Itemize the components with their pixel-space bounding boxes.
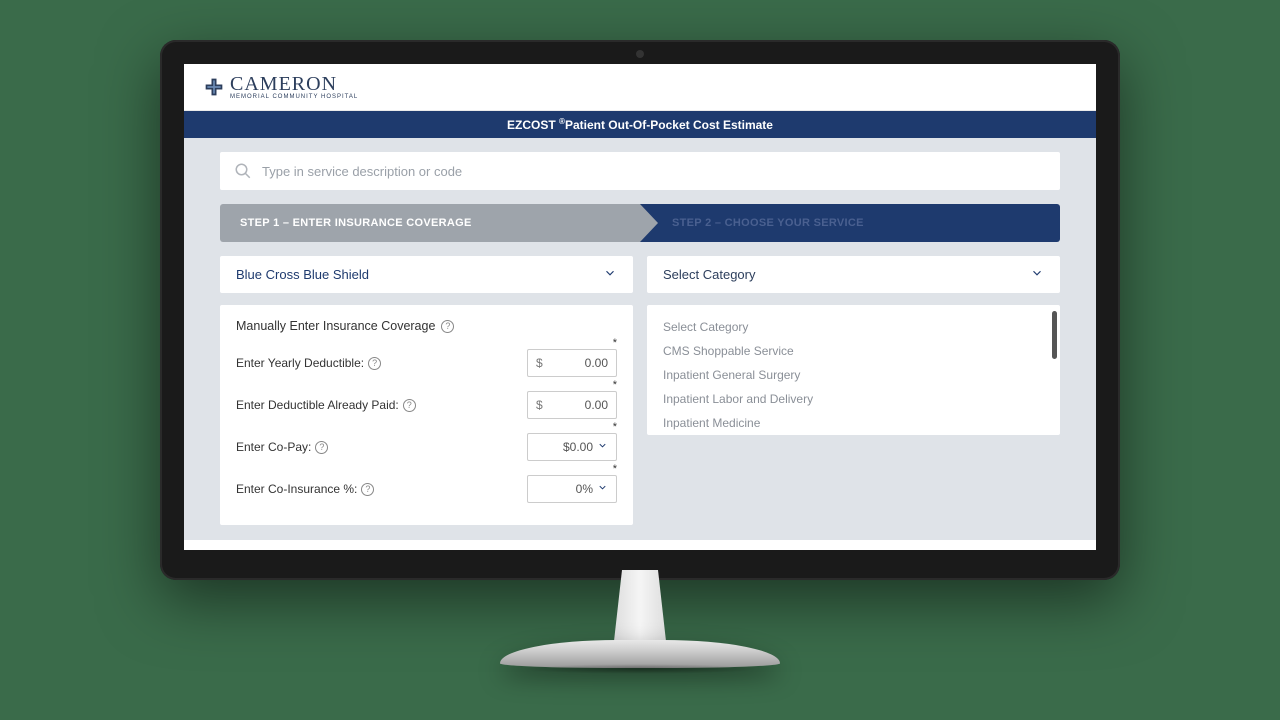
help-icon[interactable]: ?: [315, 441, 328, 454]
field-row: Enter Co-Insurance %:? *0%: [236, 475, 617, 503]
chevron-down-icon: [597, 482, 608, 496]
step-2[interactable]: STEP 2 – CHOOSE YOUR SERVICE: [640, 204, 1060, 242]
scrollbar[interactable]: [1052, 311, 1057, 429]
manual-coverage-panel: Manually Enter Insurance Coverage ? Ente…: [220, 305, 633, 525]
chevron-down-icon: [1030, 266, 1044, 283]
manual-panel-title: Manually Enter Insurance Coverage ?: [236, 319, 617, 333]
logo-icon: [204, 77, 224, 97]
field-input-wrap: *$0.00: [527, 391, 617, 419]
step-1[interactable]: STEP 1 – ENTER INSURANCE COVERAGE: [220, 204, 640, 242]
field-label: Enter Co-Pay:?: [236, 440, 328, 454]
field-label: Enter Yearly Deductible:?: [236, 356, 381, 370]
insurance-select[interactable]: Blue Cross Blue Shield: [220, 256, 633, 293]
field-label: Enter Deductible Already Paid:?: [236, 398, 416, 412]
required-indicator: *: [613, 421, 617, 433]
logo-subtitle: Memorial Community Hospital: [230, 94, 358, 100]
search-bar[interactable]: [220, 152, 1060, 190]
hospital-logo: CAMERON Memorial Community Hospital: [204, 74, 1076, 100]
chevron-down-icon: [597, 440, 608, 454]
category-select[interactable]: Select Category: [647, 256, 1060, 293]
form-columns: Blue Cross Blue Shield Manually Enter In…: [220, 256, 1060, 525]
dropdown-option[interactable]: CMS Shoppable Service: [647, 339, 1060, 363]
dropdown-option[interactable]: Inpatient Medicine: [647, 411, 1060, 435]
logo-title: CAMERON: [230, 74, 358, 94]
money-value: 0.00: [547, 356, 608, 370]
search-input[interactable]: [262, 164, 1046, 179]
app-header: CAMERON Memorial Community Hospital: [184, 64, 1096, 111]
screen-content: CAMERON Memorial Community Hospital EZCO…: [184, 64, 1096, 550]
banner-suffix: Patient Out-Of-Pocket Cost Estimate: [565, 118, 773, 132]
page-banner: EZCOST ®Patient Out-Of-Pocket Cost Estim…: [184, 111, 1096, 138]
select-value: $0.00: [563, 440, 593, 454]
help-icon[interactable]: ?: [441, 320, 454, 333]
step-indicator: STEP 1 – ENTER INSURANCE COVERAGE STEP 2…: [220, 204, 1060, 242]
monitor-stand-base: [500, 640, 780, 668]
step-2-label: STEP 2 – CHOOSE YOUR SERVICE: [672, 217, 864, 229]
field-input-wrap: *0%: [527, 475, 617, 503]
money-value: 0.00: [547, 398, 608, 412]
field-label: Enter Co-Insurance %:?: [236, 482, 374, 496]
search-icon: [234, 162, 252, 180]
select-input[interactable]: 0%: [527, 475, 617, 503]
dropdown-option[interactable]: Select Category: [647, 315, 1060, 339]
help-icon[interactable]: ?: [368, 357, 381, 370]
category-select-value: Select Category: [663, 267, 756, 282]
monitor-bezel: CAMERON Memorial Community Hospital EZCO…: [160, 40, 1120, 580]
banner-prefix: EZCOST: [507, 118, 559, 132]
required-indicator: *: [613, 337, 617, 349]
right-column: Select Category Select CategoryCMS Shopp…: [647, 256, 1060, 525]
field-input-wrap: *$0.00: [527, 433, 617, 461]
help-icon[interactable]: ?: [361, 483, 374, 496]
required-indicator: *: [613, 463, 617, 475]
field-row: Enter Co-Pay:? *$0.00: [236, 433, 617, 461]
main-body: STEP 1 – ENTER INSURANCE COVERAGE STEP 2…: [184, 138, 1096, 540]
camera-dot: [636, 50, 644, 58]
money-input[interactable]: $0.00: [527, 349, 617, 377]
step-1-label: STEP 1 – ENTER INSURANCE COVERAGE: [240, 217, 472, 229]
help-icon[interactable]: ?: [403, 399, 416, 412]
scrollbar-thumb[interactable]: [1052, 311, 1057, 359]
dropdown-option[interactable]: Inpatient General Surgery: [647, 363, 1060, 387]
select-input[interactable]: $0.00: [527, 433, 617, 461]
chevron-down-icon: [603, 266, 617, 283]
monitor-stand-neck: [595, 570, 685, 650]
currency-symbol: $: [536, 356, 543, 370]
currency-symbol: $: [536, 398, 543, 412]
required-indicator: *: [613, 379, 617, 391]
category-dropdown[interactable]: Select CategoryCMS Shoppable ServiceInpa…: [647, 305, 1060, 435]
field-input-wrap: *$0.00: [527, 349, 617, 377]
left-column: Blue Cross Blue Shield Manually Enter In…: [220, 256, 633, 525]
dropdown-option[interactable]: Inpatient Labor and Delivery: [647, 387, 1060, 411]
monitor-frame: CAMERON Memorial Community Hospital EZCO…: [160, 40, 1120, 680]
manual-panel-title-text: Manually Enter Insurance Coverage: [236, 319, 435, 333]
money-input[interactable]: $0.00: [527, 391, 617, 419]
insurance-select-value: Blue Cross Blue Shield: [236, 267, 369, 282]
field-row: Enter Yearly Deductible:? *$0.00: [236, 349, 617, 377]
select-value: 0%: [576, 482, 593, 496]
field-row: Enter Deductible Already Paid:? *$0.00: [236, 391, 617, 419]
